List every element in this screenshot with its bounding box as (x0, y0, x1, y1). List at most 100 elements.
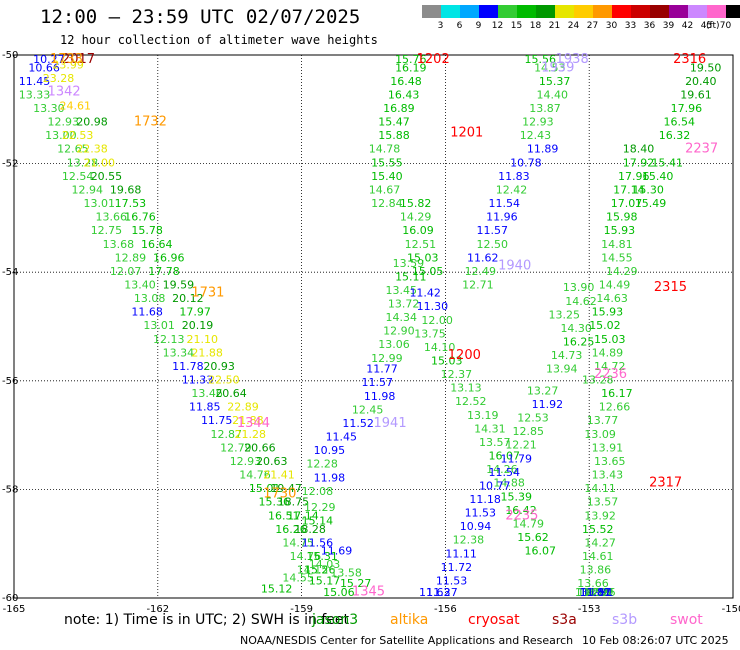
wave-height-value: 13.01 (143, 319, 175, 332)
wave-height-value: 12.50 (477, 238, 509, 251)
wave-height-value: 17.92 (623, 156, 655, 169)
color-scale-swatch (536, 5, 555, 18)
track-time-label: 2235 (505, 508, 538, 523)
wave-height-value: 20.19 (182, 319, 214, 332)
track-time-label: 1345 (352, 584, 385, 599)
wave-height-value: 13.72 (388, 297, 420, 310)
wave-height-value: 12.79 (220, 441, 252, 454)
wave-height-value: 12.85 (513, 425, 545, 438)
color-scale-label: 39 (662, 21, 675, 31)
wave-height-value: 15.98 (606, 211, 638, 224)
wave-height-value: 15.39 (501, 490, 532, 503)
wave-height-value: 15.12 (261, 583, 293, 596)
wave-height-value: 14.11 (584, 482, 616, 495)
color-scale-swatch (574, 5, 593, 18)
wave-height-value: 13.86 (580, 564, 612, 577)
wave-height-value: 12.87 (211, 428, 243, 441)
wave-height-value: 14.31 (474, 422, 506, 435)
wave-height-value: 11.98 (364, 390, 396, 403)
wave-height-value: 23.28 (43, 72, 74, 85)
wave-height-value: 13.75 (414, 327, 446, 340)
color-scale-label: 15 (510, 21, 523, 31)
wave-height-value: 11.97 (577, 586, 609, 599)
wave-height-points: 10.2710.6611.4513.3313.3012.9313.0012.65… (19, 52, 722, 599)
wave-height-value: 15.49 (635, 197, 667, 210)
wave-height-value: 24.61 (60, 99, 92, 112)
wave-height-value: 13.29 (575, 586, 607, 599)
track-time-label: 1730 (263, 487, 296, 502)
track-time-label: 1941 (374, 416, 407, 431)
color-scale-swatch (593, 5, 612, 18)
wave-height-value: 14.81 (601, 238, 633, 251)
color-scale-label: 33 (624, 21, 637, 31)
track-time-label: 1733 (50, 52, 83, 67)
wave-height-value: 13.25 (548, 308, 580, 321)
wave-height-value: 11.53 (436, 574, 468, 587)
wave-height-value: 13.34 (163, 346, 195, 359)
satellite-legend: note: 1) Time is in UTC; 2) SWH is in fe… (0, 612, 740, 632)
wave-height-value: 14.78 (369, 143, 401, 156)
wave-height-value: 14.03 (309, 558, 341, 571)
y-tick-label: -52 (2, 159, 18, 170)
wave-height-value: 14.76 (239, 469, 271, 482)
wave-height-value: 14.40 (536, 88, 568, 101)
wave-height-value: 12.35 (580, 586, 612, 599)
wave-height-value: 13.68 (103, 238, 135, 251)
wave-height-value: 14.49 (599, 278, 631, 291)
wave-height-value: 20.98 (76, 116, 108, 129)
wave-height-value: 10.78 (510, 156, 542, 169)
wave-height-value: 15.62 (517, 531, 549, 544)
color-scale-swatch (479, 5, 498, 18)
color-scale-label: 70 (719, 21, 732, 31)
wave-height-value: 16.32 (659, 129, 691, 142)
wave-height-value: 12.49 (465, 265, 497, 278)
color-scale-label: 36 (643, 21, 656, 31)
wave-height-value: 10.66 (28, 61, 59, 74)
y-tick-label: -56 (2, 376, 18, 387)
color-scale-label: 45 (700, 21, 713, 31)
wave-height-value: 17.07 (611, 197, 643, 210)
wave-height-value: 19.47 (270, 482, 302, 495)
map-frame (13, 54, 734, 599)
wave-height-value: 12.90 (383, 325, 415, 338)
wave-height-value: 11.53 (465, 507, 497, 520)
color-scale-swatch (726, 5, 740, 18)
legend-jason3: jason3 (312, 612, 359, 628)
color-scale-label: 21 (548, 21, 561, 31)
wave-height-value: 16.26 (275, 523, 307, 536)
wave-height-value: 15.36 (258, 496, 290, 509)
wave-height-value: 12.93 (522, 116, 554, 129)
track-time-label: 2236 (594, 367, 627, 382)
color-scale-unit: (ft) (706, 21, 720, 31)
wave-height-value: 21.88 (191, 346, 223, 359)
wave-height-value: 14.73 (551, 349, 583, 362)
wave-height-value: 14.55 (601, 251, 633, 264)
wave-height-value: 12.65 (57, 143, 89, 156)
wave-height-value: 13.00 (45, 129, 76, 142)
wave-height-value: 17.14 (287, 509, 319, 522)
wave-height-value: 15.52 (582, 523, 614, 536)
wave-height-value: 13.01 (84, 197, 116, 210)
wave-height-value: 15.17 (309, 574, 341, 587)
wave-height-value: 20.66 (244, 441, 276, 454)
wave-height-value: 13.45 (385, 284, 417, 297)
wave-height-value: 13.66 (95, 211, 127, 224)
wave-height-value: 13.08 (134, 292, 166, 305)
wave-height-value: 14.72 (594, 360, 626, 373)
wave-height-value: 15.47 (378, 116, 410, 129)
note-text: note: 1) Time is in UTC; 2) SWH is in fe… (64, 612, 350, 628)
color-scale-swatch (498, 5, 517, 18)
color-scale-label: 27 (586, 21, 599, 31)
wave-height-value: 12.37 (441, 368, 473, 381)
color-scale-swatch (422, 5, 441, 18)
wave-height-value: 13.77 (587, 414, 619, 427)
wave-height-value: 14.10 (424, 341, 456, 354)
wave-height-value: 14.26 (486, 463, 517, 476)
wave-height-value: 15.26 (304, 564, 336, 577)
wave-height-value: 14.62 (565, 295, 597, 308)
wave-height-value: 15.11 (395, 270, 427, 283)
wave-height-value: 14.30 (560, 322, 592, 335)
wave-height-value: 11.30 (417, 300, 449, 313)
color-scale-swatch (460, 5, 479, 18)
